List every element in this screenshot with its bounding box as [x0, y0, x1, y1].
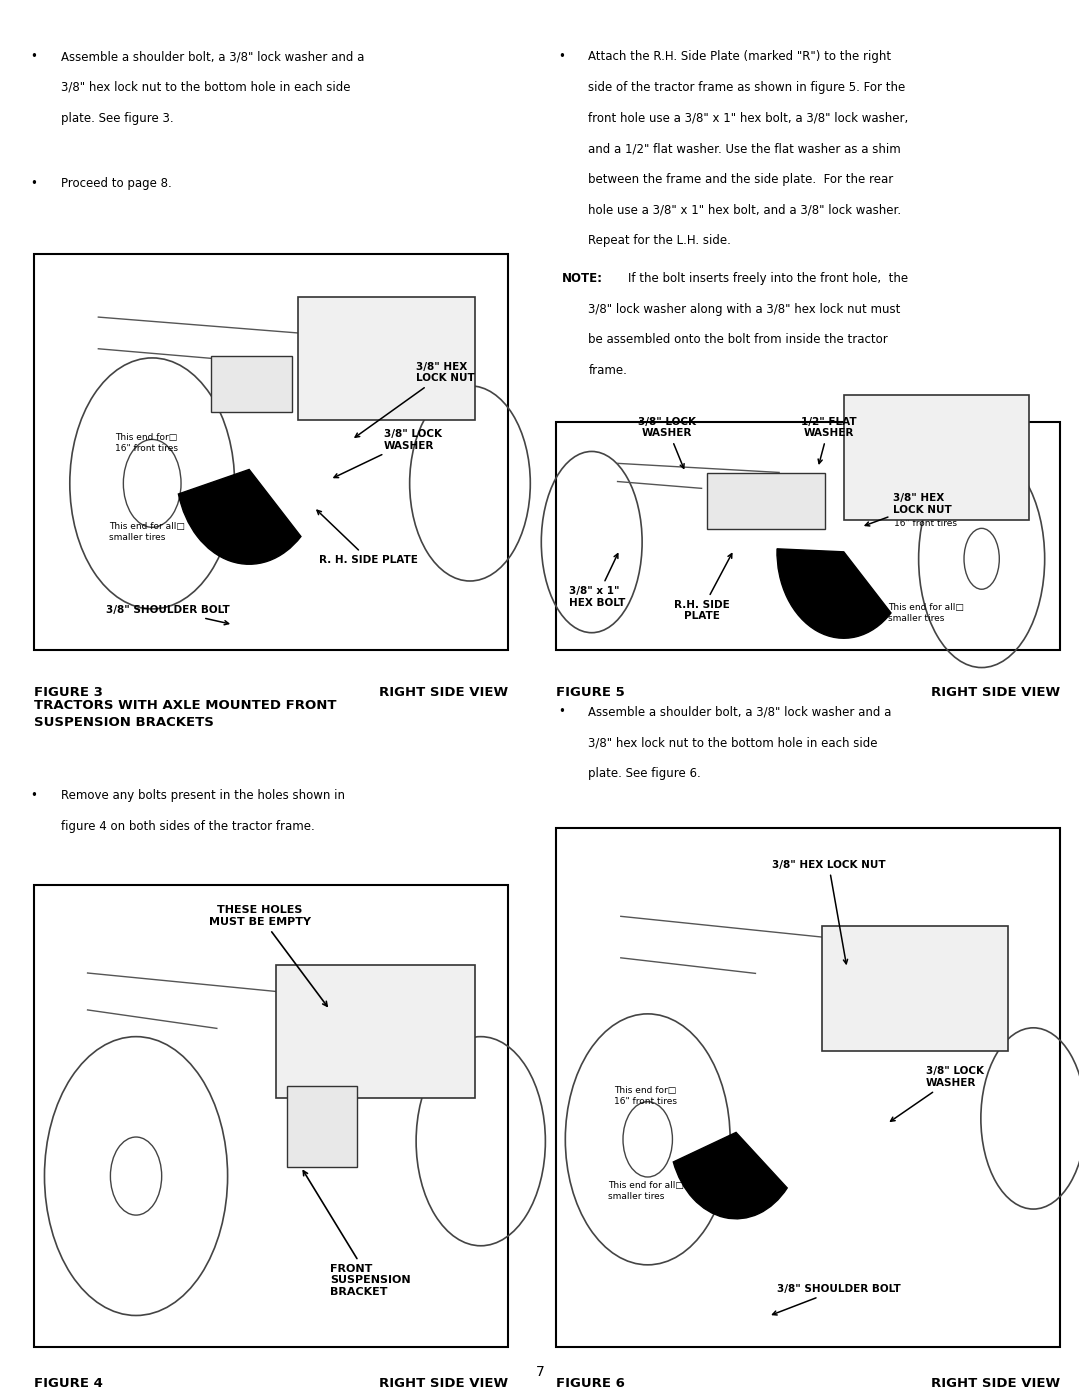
Wedge shape [178, 469, 301, 564]
Text: •: • [30, 177, 37, 190]
Text: 3/8" HEX
LOCK NUT: 3/8" HEX LOCK NUT [865, 493, 953, 525]
Text: THESE HOLES
MUST BE EMPTY: THESE HOLES MUST BE EMPTY [208, 905, 327, 1006]
Text: RIGHT SIDE VIEW: RIGHT SIDE VIEW [931, 686, 1061, 698]
Wedge shape [673, 1133, 787, 1218]
Text: NOTE:: NOTE: [562, 272, 603, 285]
Text: Proceed to page 8.: Proceed to page 8. [60, 177, 172, 190]
Text: Assemble a shoulder bolt, a 3/8" lock washer and a: Assemble a shoulder bolt, a 3/8" lock wa… [589, 705, 892, 718]
Text: RIGHT SIDE VIEW: RIGHT SIDE VIEW [379, 686, 508, 698]
Text: 3/8" LOCK
WASHER: 3/8" LOCK WASHER [638, 416, 697, 468]
Text: FIGURE 3: FIGURE 3 [33, 686, 103, 698]
Text: RIGHT SIDE VIEW: RIGHT SIDE VIEW [379, 1377, 508, 1390]
Text: 3/8" x 1"
HEX BOLT: 3/8" x 1" HEX BOLT [569, 553, 625, 608]
Text: Repeat for the L.H. side.: Repeat for the L.H. side. [589, 235, 731, 247]
Text: FIGURE 6: FIGURE 6 [556, 1377, 625, 1390]
Text: R. H. SIDE PLATE: R. H. SIDE PLATE [318, 510, 418, 564]
Bar [843, 395, 1029, 520]
Bar [33, 886, 508, 1347]
Text: TRACTORS WITH AXLE MOUNTED FRONT
SUSPENSION BRACKETS: TRACTORS WITH AXLE MOUNTED FRONT SUSPENS… [33, 698, 336, 728]
Text: between the frame and the side plate.  For the rear: between the frame and the side plate. Fo… [589, 173, 894, 186]
Bar [276, 965, 475, 1098]
Text: R.H. SIDE
PLATE: R.H. SIDE PLATE [674, 553, 732, 622]
Text: 3/8" SHOULDER BOLT: 3/8" SHOULDER BOLT [772, 1284, 901, 1315]
Text: 3/8" hex lock nut to the bottom hole in each side: 3/8" hex lock nut to the bottom hole in … [60, 81, 350, 94]
Bar [556, 422, 1061, 650]
Text: figure 4 on both sides of the tractor frame.: figure 4 on both sides of the tractor fr… [60, 820, 314, 833]
Text: FIGURE 5: FIGURE 5 [556, 686, 625, 698]
Text: 3/8" LOCK
WASHER: 3/8" LOCK WASHER [891, 1066, 984, 1122]
Bar [556, 828, 1061, 1347]
Text: This end for all□
smaller tires: This end for all□ smaller tires [608, 1182, 684, 1200]
Text: plate. See figure 3.: plate. See figure 3. [60, 112, 173, 124]
Bar [287, 1085, 356, 1166]
Text: side of the tractor frame as shown in figure 5. For the: side of the tractor frame as shown in fi… [589, 81, 906, 94]
Text: FIGURE 4: FIGURE 4 [33, 1377, 103, 1390]
Text: RIGHT SIDE VIEW: RIGHT SIDE VIEW [931, 1377, 1061, 1390]
Text: and a 1/2" flat washer. Use the flat washer as a shim: and a 1/2" flat washer. Use the flat was… [589, 142, 901, 155]
Bar [822, 926, 1008, 1051]
Text: This end for all□
smaller tires: This end for all□ smaller tires [888, 604, 963, 623]
Text: Assemble a shoulder bolt, a 3/8" lock washer and a: Assemble a shoulder bolt, a 3/8" lock wa… [60, 50, 364, 63]
Text: 3/8" HEX LOCK NUT: 3/8" HEX LOCK NUT [772, 859, 886, 964]
Text: plate. See figure 6.: plate. See figure 6. [589, 767, 701, 780]
Text: 7: 7 [536, 1365, 544, 1379]
Text: This end for□
16" front tires: This end for□ 16" front tires [116, 433, 178, 453]
Text: 3/8" hex lock nut to the bottom hole in each side: 3/8" hex lock nut to the bottom hole in … [589, 736, 878, 749]
Text: hole use a 3/8" x 1" hex bolt, and a 3/8" lock washer.: hole use a 3/8" x 1" hex bolt, and a 3/8… [589, 204, 902, 217]
Text: Attach the R.H. Side Plate (marked "R") to the right: Attach the R.H. Side Plate (marked "R") … [589, 50, 892, 63]
Text: 3/8" HEX
LOCK NUT: 3/8" HEX LOCK NUT [355, 362, 475, 437]
Text: frame.: frame. [589, 363, 627, 377]
Text: 3/8" LOCK
WASHER: 3/8" LOCK WASHER [334, 429, 442, 478]
Text: front hole use a 3/8" x 1" hex bolt, a 3/8" lock washer,: front hole use a 3/8" x 1" hex bolt, a 3… [589, 112, 908, 124]
Text: 3/8" lock washer along with a 3/8" hex lock nut must: 3/8" lock washer along with a 3/8" hex l… [589, 303, 901, 316]
Text: •: • [30, 50, 37, 63]
Bar [212, 356, 293, 412]
Bar [33, 254, 508, 650]
Text: This end for□
16" front tires: This end for□ 16" front tires [615, 1087, 677, 1106]
Text: be assembled onto the bolt from inside the tractor: be assembled onto the bolt from inside t… [589, 334, 888, 346]
Bar [707, 474, 825, 529]
Text: If the bolt inserts freely into the front hole,  the: If the bolt inserts freely into the fron… [629, 272, 908, 285]
Text: 1/2" FLAT
WASHER: 1/2" FLAT WASHER [801, 416, 856, 464]
Text: FRONT
SUSPENSION
BRACKET: FRONT SUSPENSION BRACKET [303, 1171, 410, 1296]
Text: •: • [558, 50, 565, 63]
Text: •: • [558, 705, 565, 718]
Bar [298, 298, 475, 420]
Text: •: • [30, 789, 37, 802]
Text: Remove any bolts present in the holes shown in: Remove any bolts present in the holes sh… [60, 789, 345, 802]
Text: 3/8" SHOULDER BOLT: 3/8" SHOULDER BOLT [107, 605, 230, 624]
Wedge shape [777, 549, 891, 638]
Text: This end for all□
smaller tires: This end for all□ smaller tires [109, 522, 185, 542]
Text: This end for□
16" front tires: This end for□ 16" front tires [894, 509, 957, 528]
